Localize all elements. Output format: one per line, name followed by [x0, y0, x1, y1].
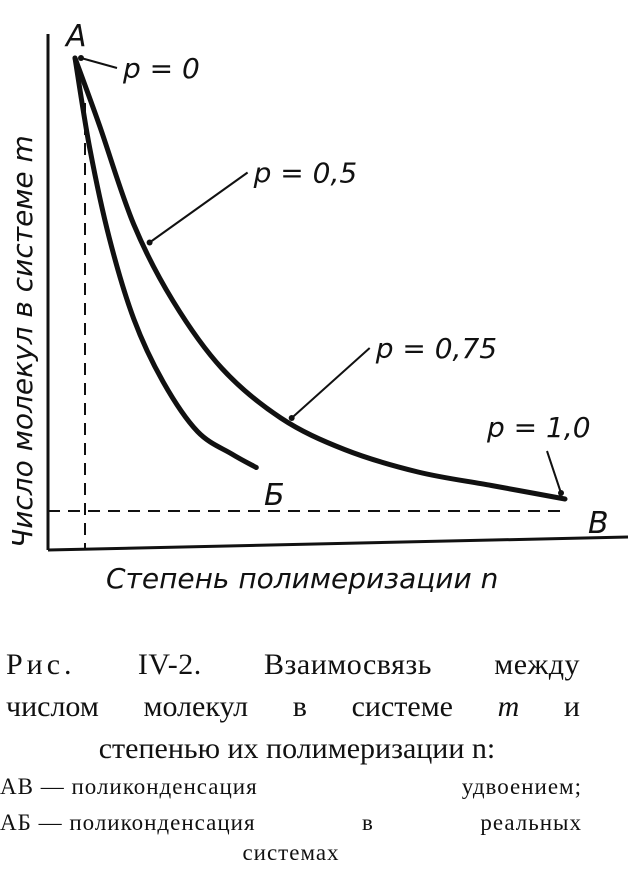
figure-caption: Рис. IV-2. Взаимосвязь между числом моле… [0, 648, 634, 869]
annotation-arrow-line [546, 450, 562, 494]
x-axis-title: Степень полимеризации n [106, 562, 498, 595]
point-label-B: Б [264, 478, 285, 513]
caption-line-6: системах [242, 840, 340, 865]
caption-word: АВ — поликонденсация [0, 774, 258, 799]
annotation-arrow-line [149, 171, 249, 244]
caption-word: молекул [143, 690, 249, 723]
caption-line-5: АБ — поликонденсация в реальных [0, 810, 582, 836]
annotation-arrows [78, 55, 564, 496]
caption-word: и [563, 690, 580, 723]
annotation-p0: p = 0 [122, 52, 200, 85]
annotation-arrow-line [80, 57, 118, 69]
caption-word: числом [6, 690, 99, 723]
curve-AV [72, 55, 568, 502]
caption-word: реальных [480, 810, 582, 835]
caption-line-1: Рис. IV-2. Взаимосвязь между [6, 648, 580, 682]
annotation-arrow-head [288, 415, 295, 421]
caption-line-4: АВ — поликонденсация удвоением; [0, 774, 582, 800]
point-label-A: А [64, 19, 87, 54]
annotation-p10: p = 1,0 [486, 411, 591, 444]
x-axis [47, 535, 629, 552]
annotation-arrow-head [558, 490, 564, 496]
annotation-p075: p = 0,75 [375, 332, 497, 365]
y-axis-title: Число молекул в системе m [6, 135, 39, 548]
annotation-arrow-head [146, 239, 153, 246]
caption-word: удвоением; [461, 774, 582, 799]
chart-figure: p = 0 p = 0,5 p = 0,75 p = 1,0 А В Б Чис… [6, 19, 629, 595]
caption-word: IV-2. [137, 648, 202, 681]
caption-word: в [292, 690, 307, 723]
curve-AB [72, 55, 259, 470]
caption-word: АБ — поликонденсация [0, 810, 256, 835]
caption-word: m [497, 690, 520, 723]
caption-word: в [362, 810, 374, 835]
caption-word: Рис. [6, 648, 76, 681]
caption-line-2: числом молекул в системе m и [6, 690, 580, 724]
annotation-arrow-line [291, 347, 371, 419]
caption-word: системе [351, 690, 453, 723]
point-label-V: В [588, 506, 609, 541]
annotation-arrow-head [78, 55, 84, 61]
annotation-p05: p = 0,5 [253, 157, 358, 190]
caption-line-3: степенью их полимеризации n: [98, 732, 496, 765]
caption-word: Взаимосвязь [264, 648, 432, 681]
caption-word: между [494, 648, 580, 681]
chart-svg: p = 0 p = 0,5 p = 0,75 p = 1,0 А В Б Чис… [6, 19, 629, 595]
